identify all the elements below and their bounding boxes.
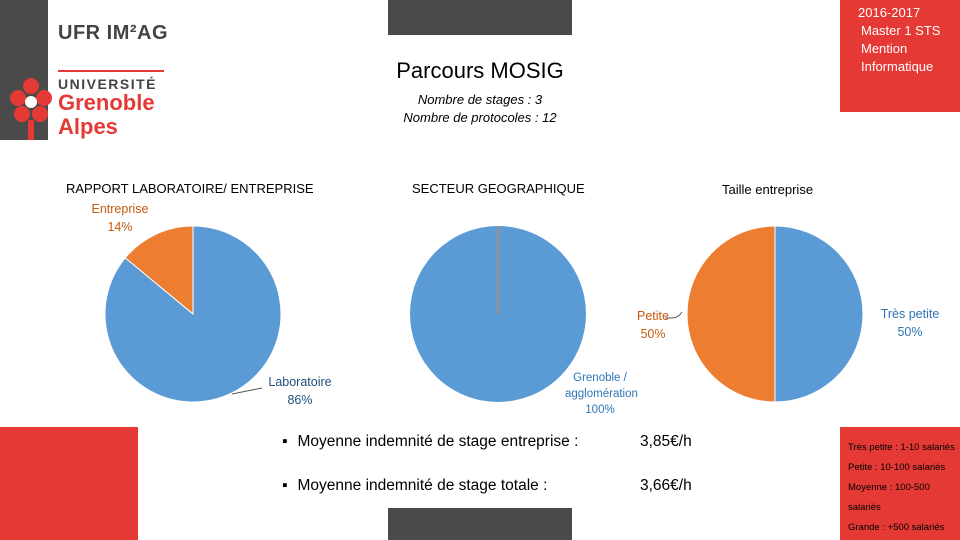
- label-laboratoire: Laboratoire 86%: [250, 373, 350, 409]
- pie-taille: [686, 225, 864, 403]
- bottom-right-banner: [840, 427, 960, 540]
- logo-divider: [58, 70, 164, 72]
- university-word: UNIVERSITÉ: [58, 76, 158, 92]
- label-laboratoire-name: Laboratoire: [268, 375, 332, 389]
- pie-slice-entreprise: [124, 225, 194, 316]
- size-legend: Très petite : 1-10 salariés Petite : 10-…: [848, 438, 960, 538]
- university-flower-icon: [10, 78, 52, 140]
- program-banner-text: 2016-2017 Master 1 STS Mention Informati…: [858, 4, 940, 76]
- subtitle: Nombre de stages : 3 Nombre de protocole…: [0, 91, 960, 127]
- label-tres-petite-name: Très petite: [880, 307, 940, 321]
- stat-row-entreprise: Moyenne indemnité de stage entreprise : …: [282, 433, 692, 451]
- pie-secteur: [410, 226, 586, 402]
- label-petite-pct: 50%: [640, 327, 666, 341]
- program-line-3: Informatique: [861, 59, 934, 74]
- chart-title-secteur: SECTEUR GEOGRAPHIQUE: [412, 181, 585, 196]
- pie-slice-petite: [686, 225, 776, 403]
- stat-value-entreprise: 3,85€/h: [640, 433, 692, 450]
- top-right-banner: [840, 0, 960, 112]
- label-grenoble: Grenoble / agglomération 100%: [552, 370, 648, 418]
- label-petite-name: Petite: [637, 309, 669, 323]
- program-line-2: Mention: [861, 41, 908, 56]
- ufr-logo: UFR IM²AG: [58, 22, 169, 44]
- bottom-left-decor: [0, 427, 138, 540]
- leader-line-petite: [665, 311, 683, 319]
- academic-year: 2016-2017: [858, 5, 921, 20]
- size-legend-item: Petite : 10-100 salariés: [848, 462, 946, 473]
- top-decor-block: [388, 0, 572, 35]
- university-name-grenoble: Grenoble: [58, 90, 155, 115]
- stat-row-totale: Moyenne indemnité de stage totale : 3,66…: [282, 477, 692, 495]
- size-legend-item: Moyenne : 100-500 salariés: [848, 482, 930, 513]
- leader-line-laboratoire: [231, 387, 263, 395]
- page-title: Parcours MOSIG: [396, 58, 564, 83]
- size-legend-item: Grande : +500 salariés: [848, 522, 945, 533]
- stat-label-totale: Moyenne indemnité de stage totale :: [282, 477, 547, 494]
- chart-title-taille: Taille entreprise: [722, 182, 814, 197]
- label-petite: Petite 50%: [620, 307, 686, 343]
- label-entreprise-pct: 14%: [107, 220, 133, 234]
- pie-slice-laboratoire: [104, 225, 282, 403]
- protocol-count: Nombre de protocoles : 12: [403, 110, 557, 125]
- program-line-1: Master 1 STS: [861, 23, 941, 38]
- stat-label-entreprise: Moyenne indemnité de stage entreprise :: [282, 433, 578, 450]
- chart-title-rapport: RAPPORT LABORATOIRE/ ENTREPRISE: [66, 181, 314, 196]
- label-grenoble-name: Grenoble / agglomération: [565, 372, 638, 400]
- label-tres-petite: Très petite 50%: [868, 305, 952, 341]
- bottom-decor-block: [388, 508, 572, 540]
- label-tres-petite-pct: 50%: [897, 325, 923, 339]
- label-entreprise: Entreprise 14%: [78, 200, 162, 236]
- label-laboratoire-pct: 86%: [287, 393, 313, 407]
- size-legend-item: Très petite : 1-10 salariés: [848, 442, 955, 453]
- label-grenoble-pct: 100%: [585, 404, 615, 416]
- stat-value-totale: 3,66€/h: [640, 477, 692, 494]
- pie-slice-tr-s-petite: [774, 225, 864, 403]
- pie-rapport: [104, 225, 282, 403]
- stage-count: Nombre de stages : 3: [417, 92, 543, 107]
- university-name-alpes: Alpes: [58, 114, 118, 139]
- label-entreprise-name: Entreprise: [91, 202, 149, 216]
